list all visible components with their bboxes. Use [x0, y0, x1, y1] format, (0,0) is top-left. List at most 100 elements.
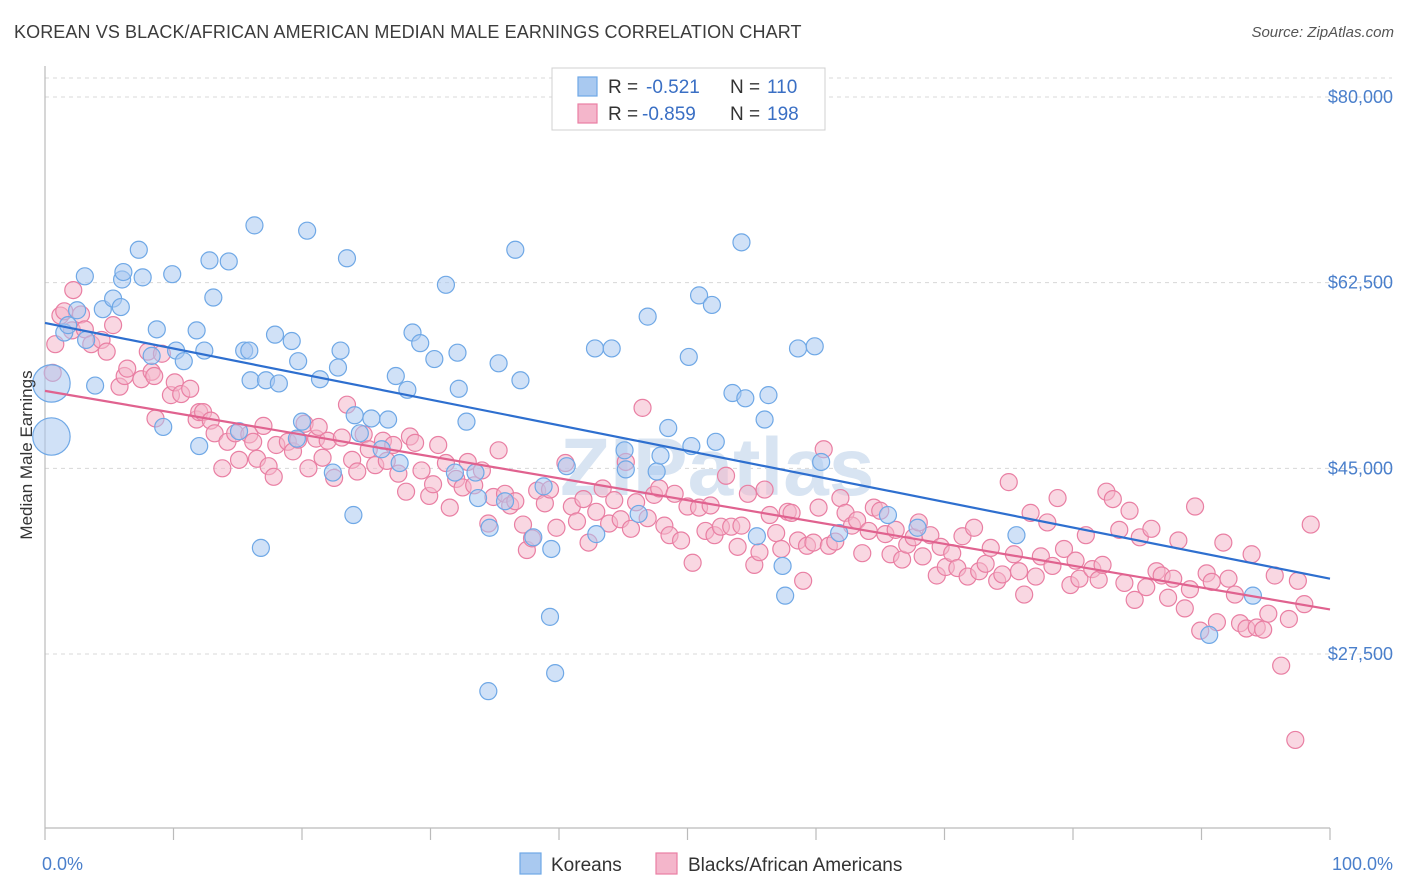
korean-point-96: [755, 410, 774, 429]
korean-point-3: [59, 316, 78, 335]
korean-point-72: [534, 477, 553, 496]
black-point-70: [440, 498, 459, 517]
legend-swatch-koreans: [577, 76, 598, 97]
black-point-126: [767, 523, 786, 543]
black-point-119: [728, 537, 747, 556]
black-point-109: [671, 531, 691, 550]
trend-lines: [44, 321, 1331, 611]
korean-point-76: [557, 457, 576, 476]
korean-point-82: [629, 504, 648, 524]
black-point-51: [332, 428, 351, 447]
black-point-10: [97, 342, 116, 361]
black-point-45: [299, 459, 318, 478]
korean-point-70: [511, 371, 530, 390]
black-point-123: [750, 543, 769, 562]
legend-swatch-blacks: [577, 103, 598, 124]
black-point-184: [1089, 570, 1108, 589]
y-tick-label-0: $27,500: [1328, 644, 1393, 664]
korean-point-104: [878, 505, 898, 525]
x-tick-label-1: 100.0%: [1332, 854, 1393, 874]
chart-title: KOREAN VS BLACK/AFRICAN AMERICAN MEDIAN …: [14, 22, 802, 42]
korean-point-81: [616, 460, 635, 479]
legend-n-value-1: 110: [767, 77, 797, 98]
korean-point-101: [805, 337, 824, 356]
korean-point-105: [908, 518, 927, 537]
korean-point-16: [147, 320, 166, 339]
black-point-91: [567, 512, 587, 531]
black-point-39: [264, 467, 283, 486]
black-point-48: [313, 448, 332, 467]
source-label: Source: ZipAtlas.com: [1251, 24, 1394, 41]
korean-point-97: [759, 386, 778, 405]
trend-line-koreans: [44, 321, 1331, 580]
korean-point-10: [111, 297, 130, 317]
black-point-201: [1180, 580, 1200, 599]
legend-r-label-2: R =: [608, 104, 638, 125]
black-point-187: [1103, 490, 1122, 509]
korean-point-48: [350, 424, 369, 443]
black-point-54: [348, 462, 367, 481]
black-point-29: [205, 424, 224, 443]
korean-point-66: [480, 518, 499, 537]
black-point-194: [1142, 519, 1161, 538]
korean-point-13: [129, 240, 148, 259]
black-point-78: [489, 441, 508, 460]
black-point-142: [853, 544, 872, 563]
black-point-64: [405, 433, 425, 452]
black-point-14: [118, 359, 137, 378]
black-point-82: [513, 515, 533, 534]
black-point-92: [574, 490, 593, 509]
korean-point-77: [585, 339, 605, 358]
black-point-65: [412, 461, 431, 480]
black-point-5: [64, 280, 83, 300]
y-tick-label-2: $62,500: [1328, 273, 1393, 293]
korean-point-25: [204, 288, 223, 307]
korean-point-12: [114, 262, 133, 282]
korean-point-89: [689, 286, 709, 305]
korean-point-36: [282, 331, 301, 351]
korean-point-30: [241, 371, 260, 390]
legend-r-label-1: R =: [608, 77, 638, 98]
korean-point-59: [445, 463, 465, 482]
legend-r-value-2: -0.859: [642, 104, 696, 125]
x-tick-labels: 0.0% 100.0%: [42, 854, 1393, 874]
black-point-124: [755, 480, 774, 499]
black-point-176: [1043, 556, 1062, 576]
korean-point-60: [448, 343, 467, 362]
korean-point-106: [1007, 526, 1026, 545]
korean-point-85: [651, 446, 670, 465]
korean-point-58: [436, 275, 456, 294]
black-point-191: [1125, 590, 1144, 609]
korean-point-22: [190, 436, 209, 456]
y-tick-label-3: $80,000: [1328, 87, 1393, 107]
legend-r-value-1: -0.521: [646, 77, 700, 98]
bottom-legend: Koreans Blacks/African Americans: [519, 852, 902, 876]
korean-point-74: [542, 539, 561, 559]
korean-point-67: [489, 354, 508, 373]
korean-point-56: [411, 334, 430, 353]
black-point-97: [605, 491, 624, 510]
korean-point-20: [174, 352, 193, 371]
y-axis-label: Median Male Earnings: [17, 370, 36, 539]
korean-point-61: [449, 379, 468, 398]
korean-point-49: [362, 409, 381, 428]
black-point-164: [976, 554, 995, 573]
korean-point-94: [736, 389, 755, 408]
black-point-177: [1048, 488, 1067, 508]
black-point-207: [1214, 533, 1233, 552]
black-point-200: [1175, 599, 1194, 618]
legend-n-label-1: N =: [730, 77, 760, 98]
black-point-37: [254, 416, 273, 435]
korean-point-98: [773, 556, 792, 576]
korean-point-57: [425, 349, 444, 369]
black-point-189: [1115, 573, 1134, 593]
black-point-47: [309, 417, 328, 437]
black-point-214: [1254, 620, 1273, 639]
korean-point-35: [269, 374, 288, 393]
black-point-193: [1137, 578, 1156, 597]
korean-point-71: [524, 528, 543, 547]
bottom-legend-swatch-koreans: [519, 852, 542, 875]
black-point-171: [1015, 585, 1034, 604]
korean-point-1: [32, 417, 71, 456]
